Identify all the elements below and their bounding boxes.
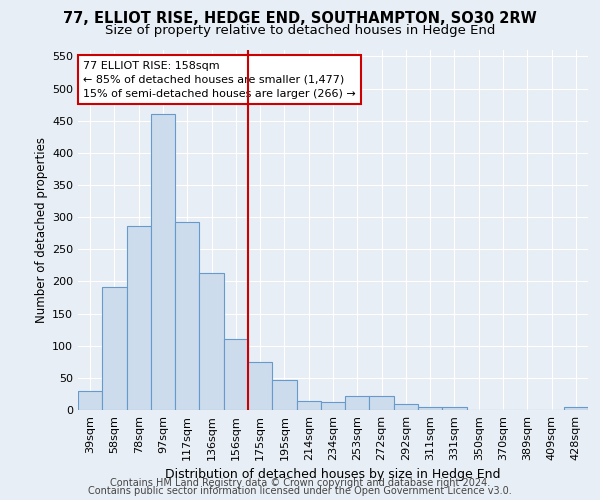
Text: Size of property relative to detached houses in Hedge End: Size of property relative to detached ho…	[105, 24, 495, 37]
Text: 77, ELLIOT RISE, HEDGE END, SOUTHAMPTON, SO30 2RW: 77, ELLIOT RISE, HEDGE END, SOUTHAMPTON,…	[63, 11, 537, 26]
Bar	[370, 396, 394, 410]
Bar	[442, 407, 467, 410]
Bar	[127, 226, 151, 410]
Bar	[345, 396, 370, 410]
Bar	[175, 222, 199, 410]
Bar	[394, 404, 418, 410]
Bar	[199, 273, 224, 410]
Bar	[296, 401, 321, 410]
Y-axis label: Number of detached properties: Number of detached properties	[35, 137, 48, 323]
Bar	[248, 362, 272, 410]
Bar	[272, 380, 296, 410]
Bar	[78, 390, 102, 410]
Bar	[102, 286, 127, 410]
Bar	[151, 114, 175, 410]
Bar	[321, 402, 345, 410]
Text: Contains HM Land Registry data © Crown copyright and database right 2024.: Contains HM Land Registry data © Crown c…	[110, 478, 490, 488]
Bar	[224, 340, 248, 410]
Bar	[564, 407, 588, 410]
Bar	[418, 407, 442, 410]
Text: 77 ELLIOT RISE: 158sqm
← 85% of detached houses are smaller (1,477)
15% of semi-: 77 ELLIOT RISE: 158sqm ← 85% of detached…	[83, 61, 356, 99]
Text: Contains public sector information licensed under the Open Government Licence v3: Contains public sector information licen…	[88, 486, 512, 496]
X-axis label: Distribution of detached houses by size in Hedge End: Distribution of detached houses by size …	[165, 468, 501, 481]
